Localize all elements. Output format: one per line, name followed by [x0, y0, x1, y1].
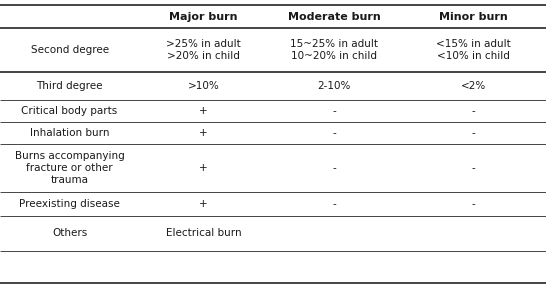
Text: Third degree: Third degree	[37, 81, 103, 91]
Text: <15% in adult
<10% in child: <15% in adult <10% in child	[436, 39, 511, 61]
Text: >10%: >10%	[187, 81, 219, 91]
Text: 2-10%: 2-10%	[318, 81, 351, 91]
Text: Electrical burn: Electrical burn	[165, 229, 241, 238]
Text: >25% in adult
>20% in child: >25% in adult >20% in child	[166, 39, 241, 61]
Text: Minor burn: Minor burn	[440, 12, 508, 21]
Text: Major burn: Major burn	[169, 12, 238, 21]
Text: -: -	[472, 163, 476, 173]
Text: -: -	[472, 199, 476, 209]
Text: -: -	[333, 106, 336, 116]
Text: <2%: <2%	[461, 81, 486, 91]
Text: Preexisting disease: Preexisting disease	[19, 199, 120, 209]
Text: +: +	[199, 163, 207, 173]
Text: Second degree: Second degree	[31, 45, 109, 55]
Text: -: -	[333, 199, 336, 209]
Text: Inhalation burn: Inhalation burn	[30, 128, 109, 138]
Text: +: +	[199, 128, 207, 138]
Text: -: -	[472, 106, 476, 116]
Text: -: -	[472, 128, 476, 138]
Text: -: -	[333, 163, 336, 173]
Text: 15~25% in adult
10~20% in child: 15~25% in adult 10~20% in child	[290, 39, 378, 61]
Text: Burns accompanying
fracture or other
trauma: Burns accompanying fracture or other tra…	[15, 151, 124, 185]
Text: Others: Others	[52, 229, 87, 238]
Text: Critical body parts: Critical body parts	[21, 106, 118, 116]
Text: +: +	[199, 199, 207, 209]
Text: +: +	[199, 106, 207, 116]
Text: -: -	[333, 128, 336, 138]
Text: Moderate burn: Moderate burn	[288, 12, 381, 21]
